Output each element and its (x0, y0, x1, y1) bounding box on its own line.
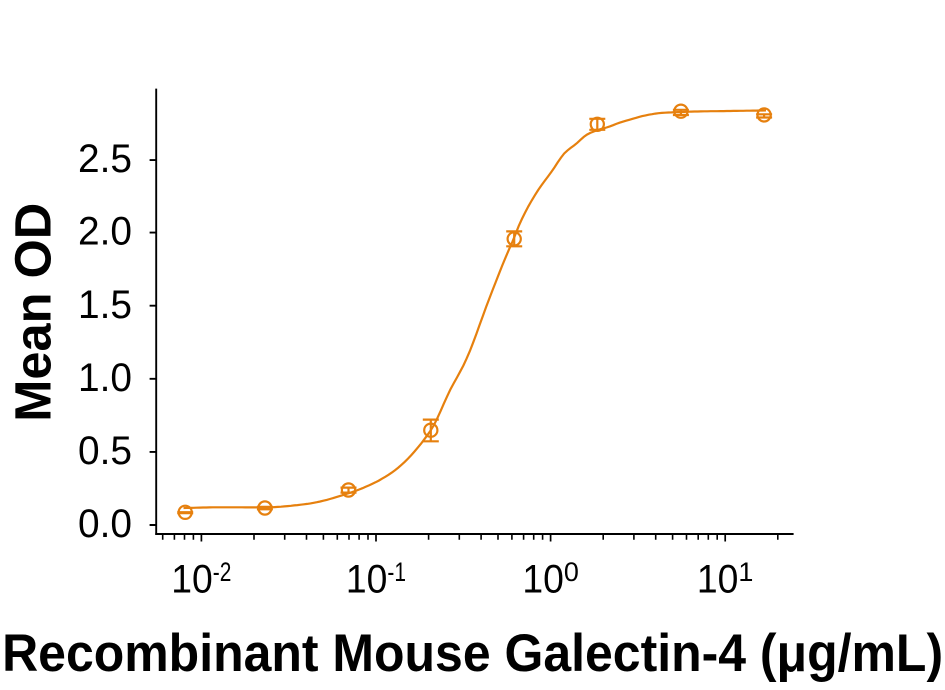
svg-text:1.0: 1.0 (78, 356, 132, 400)
svg-text:2.5: 2.5 (78, 137, 132, 181)
svg-text:1.5: 1.5 (78, 283, 132, 327)
svg-text:-2: -2 (213, 557, 232, 587)
svg-text:0.5: 0.5 (78, 429, 132, 473)
svg-text:1: 1 (738, 557, 753, 587)
svg-text:0.0: 0.0 (78, 502, 132, 546)
svg-text:10: 10 (697, 557, 739, 601)
svg-text:0: 0 (564, 557, 579, 587)
svg-text:10: 10 (522, 557, 564, 601)
svg-text:10: 10 (171, 557, 213, 601)
svg-text:Recombinant Mouse Galectin-4 (: Recombinant Mouse Galectin-4 (μg/mL) (2, 624, 943, 683)
svg-text:10: 10 (346, 557, 388, 601)
svg-text:-1: -1 (387, 557, 406, 587)
svg-text:2.0: 2.0 (78, 210, 132, 254)
svg-text:Mean OD: Mean OD (5, 203, 62, 422)
